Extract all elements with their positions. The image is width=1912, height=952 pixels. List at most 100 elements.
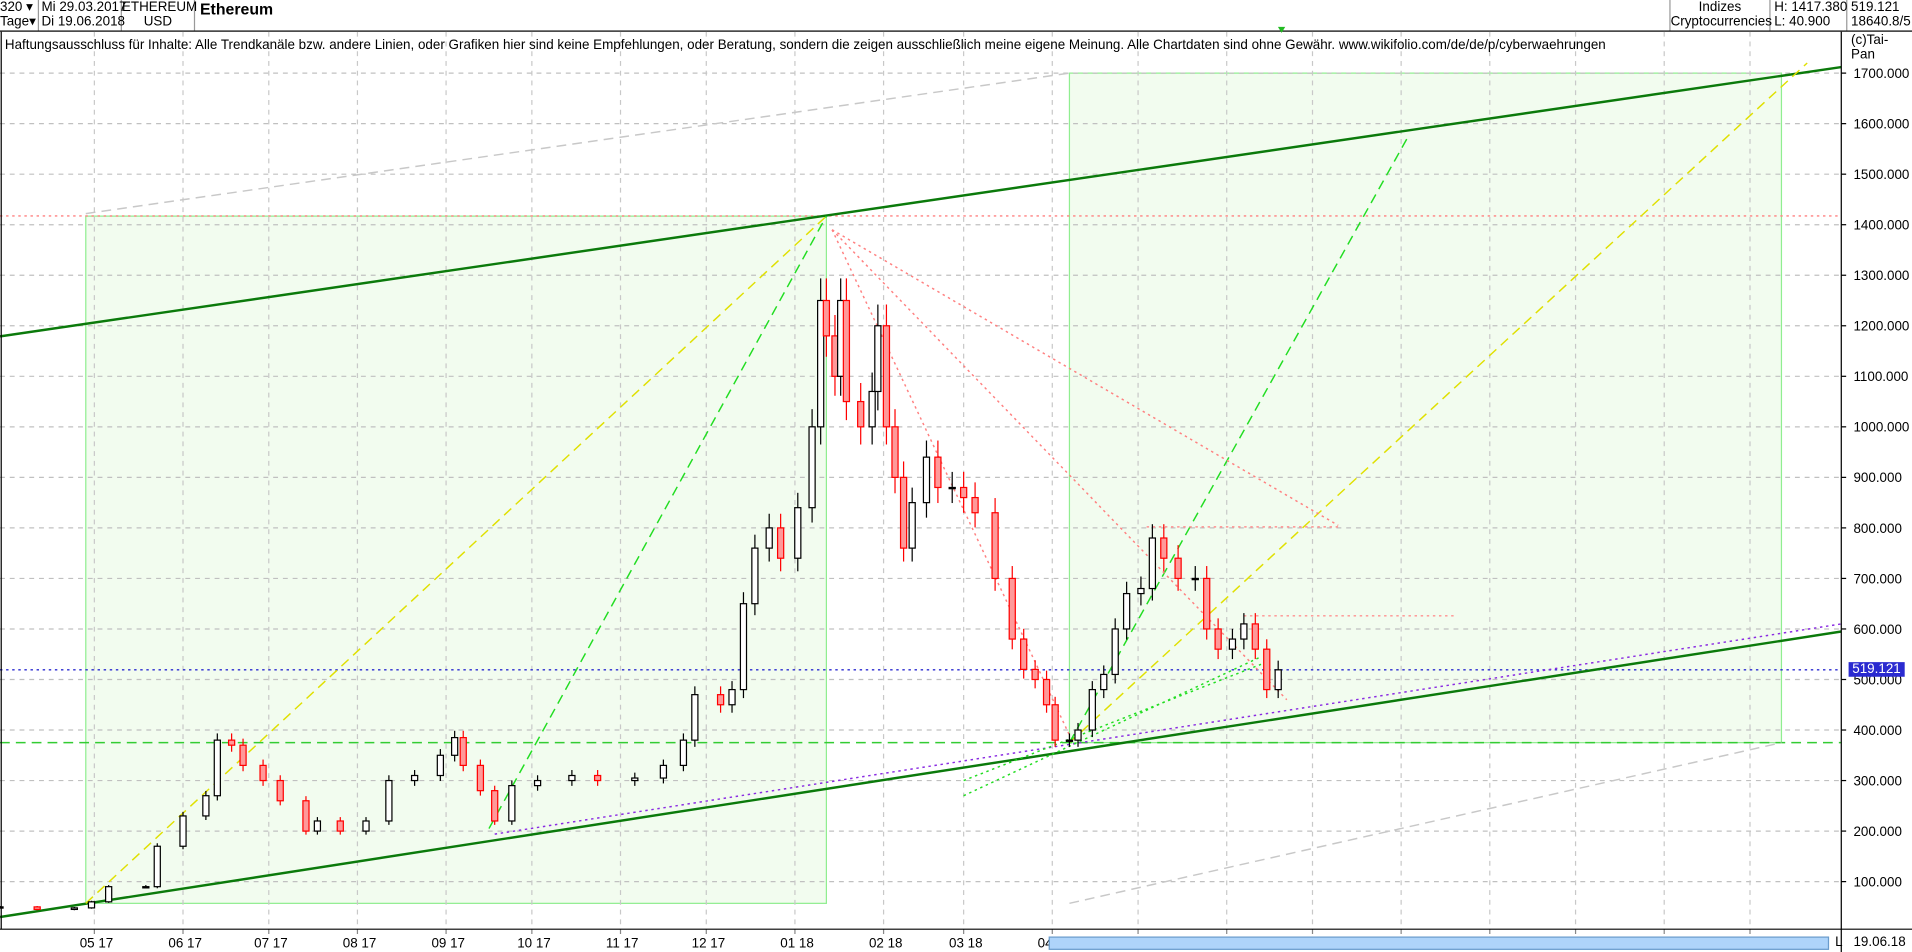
candle xyxy=(1263,648,1271,691)
candle xyxy=(1137,587,1145,595)
volume-value: 18640.8/5 xyxy=(1851,14,1911,30)
disclaimer-text: Haftungsausschluss für Inhalte: Alle Tre… xyxy=(4,37,1606,53)
candle xyxy=(808,426,816,509)
candle xyxy=(213,739,221,797)
candle xyxy=(1214,628,1222,650)
candle xyxy=(1051,704,1059,741)
currency: USD xyxy=(143,14,173,30)
y-tick-label: 900.000 xyxy=(1853,470,1901,485)
y-tick-label: 1500.000 xyxy=(1853,167,1909,182)
candle xyxy=(991,512,999,580)
candle xyxy=(568,774,576,782)
y-tick-label: 1300.000 xyxy=(1853,268,1909,283)
current-date-marker-icon xyxy=(1277,26,1286,33)
dropdown-arrow-icon[interactable]: ▾ xyxy=(29,14,36,30)
period-value[interactable]: 320 ▾ xyxy=(0,0,38,15)
projection-box xyxy=(1068,72,1783,744)
candle xyxy=(105,886,113,903)
category-cell: Indizes Cryptocurrencies xyxy=(1670,0,1772,31)
date-to: Di 19.06.2018 xyxy=(41,14,125,30)
candle xyxy=(259,764,267,782)
trend-line xyxy=(494,623,1842,835)
candle xyxy=(959,486,968,499)
candle xyxy=(436,754,445,777)
last-value: 519.121 xyxy=(1851,0,1900,15)
candle xyxy=(1074,729,1082,741)
candle xyxy=(1065,739,1074,742)
y-tick-label: 800.000 xyxy=(1853,521,1901,536)
candle xyxy=(1111,628,1119,676)
candle xyxy=(276,779,284,802)
x-tick-label: 09 17 xyxy=(431,935,465,950)
trend-line xyxy=(85,72,1070,215)
x-tick-label: 12 17 xyxy=(692,935,726,950)
period-unit[interactable]: Tage▾ xyxy=(0,15,38,30)
candle xyxy=(1042,678,1051,706)
candle xyxy=(765,527,773,549)
candle xyxy=(459,736,467,767)
time-range-scrollbar[interactable] xyxy=(1048,936,1830,950)
trend-line xyxy=(488,215,828,829)
y-tick-label: 400.000 xyxy=(1853,723,1901,738)
candle xyxy=(739,603,748,691)
candle xyxy=(822,299,831,337)
candle xyxy=(716,694,725,706)
dropdown-arrow-icon[interactable]: ▾ xyxy=(26,0,33,15)
last-cell: 519.121 18640.8/5 xyxy=(1847,0,1912,30)
candle xyxy=(728,688,736,706)
candle xyxy=(302,800,310,832)
candle xyxy=(922,456,931,504)
trend-line xyxy=(831,229,1339,527)
candle xyxy=(227,739,236,746)
candle xyxy=(857,400,865,428)
candle xyxy=(410,774,419,782)
candle xyxy=(239,744,247,767)
x-tick-label: 05 17 xyxy=(80,935,114,950)
candle xyxy=(87,901,96,909)
candle xyxy=(142,886,150,889)
period-selector[interactable]: 320 ▾ Tage▾ xyxy=(0,0,40,31)
x-tick-label: 10 17 xyxy=(517,935,551,950)
trend-line xyxy=(0,65,1842,338)
candle xyxy=(1274,669,1282,691)
plot-area xyxy=(0,31,1842,930)
candle xyxy=(842,299,851,403)
high-low-cell: H: 1417.380 L: 40.900 xyxy=(1771,0,1848,31)
period-value-text: 320 xyxy=(0,0,23,15)
candle xyxy=(1160,537,1168,559)
trend-line xyxy=(831,229,1288,701)
y-tick-label: 1000.000 xyxy=(1853,420,1909,435)
range-marker[interactable]: L xyxy=(1835,935,1843,950)
trend-line xyxy=(963,663,1262,782)
y-tick-label: 1200.000 xyxy=(1853,319,1909,334)
candle xyxy=(971,496,979,514)
y-tick-label: 700.000 xyxy=(1853,571,1901,586)
candle xyxy=(70,907,79,911)
x-tick-label: 02 18 xyxy=(869,935,903,950)
candle xyxy=(533,779,542,787)
copyright-label: (c)Tai-Pan xyxy=(1851,32,1889,63)
y-tick-label: 1700.000 xyxy=(1853,66,1909,81)
candle xyxy=(1008,577,1016,640)
candle xyxy=(491,790,499,822)
x-tick-label: 11 17 xyxy=(606,935,639,950)
x-tick-label: 06 17 xyxy=(168,935,202,950)
candle xyxy=(751,547,759,605)
chart-title: Ethereum xyxy=(195,0,1671,31)
trend-line xyxy=(831,229,1071,736)
y-tick-label: 200.000 xyxy=(1853,824,1901,839)
candle xyxy=(1191,577,1199,581)
y-tick-label: 600.000 xyxy=(1853,622,1901,637)
candle xyxy=(476,764,485,792)
candle xyxy=(659,764,668,779)
last-price-tag: 519.121 xyxy=(1848,662,1905,677)
candle xyxy=(1148,537,1157,590)
y-tick-label: 1600.000 xyxy=(1853,117,1909,132)
x-tick-label: 03 18 xyxy=(949,935,983,950)
trend-line xyxy=(1069,741,1782,905)
candle xyxy=(691,694,699,741)
category-2: Cryptocurrencies xyxy=(1670,14,1772,30)
candle xyxy=(593,774,602,782)
trend-line xyxy=(1068,133,1411,744)
